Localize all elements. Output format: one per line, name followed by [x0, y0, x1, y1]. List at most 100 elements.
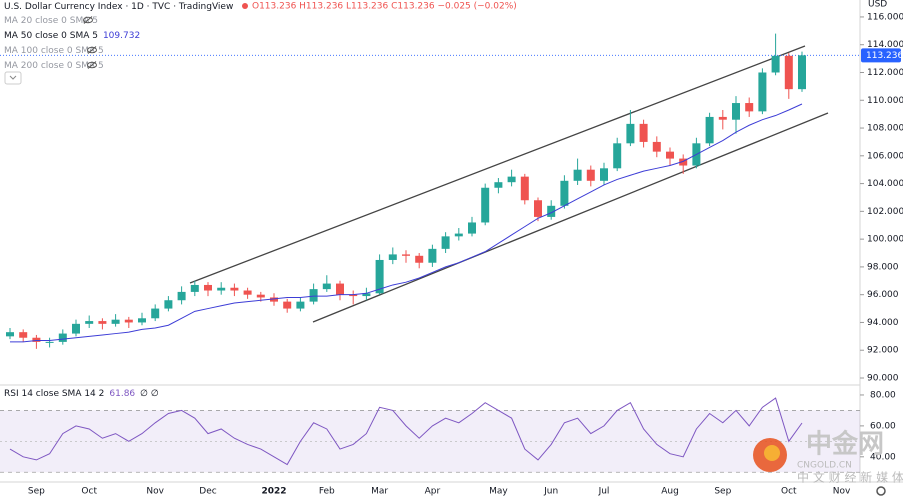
- candle-body: [428, 248, 437, 263]
- candle-body: [732, 103, 740, 120]
- candle-body: [32, 337, 41, 342]
- candle-body: [243, 290, 252, 295]
- chart-title: U.S. Dollar Currency Index · 1D · TVC · …: [4, 2, 233, 12]
- candle-body: [217, 287, 226, 291]
- settings-icon[interactable]: [876, 486, 886, 496]
- ma-legend: MA 100 close 0 SMA 5: [4, 46, 104, 56]
- visibility-icon[interactable]: [83, 16, 93, 24]
- candle-body: [547, 205, 556, 217]
- ma-legend-value: 109.732: [103, 31, 140, 41]
- candle-body: [98, 321, 107, 324]
- candle-body: [507, 176, 516, 183]
- x-tick-label: Jun: [543, 487, 558, 497]
- x-tick-label: 2022: [261, 487, 286, 497]
- currency-label: USD: [868, 0, 887, 10]
- candle-body: [441, 236, 450, 249]
- x-tick-label: Sep: [714, 487, 731, 497]
- collapse-button[interactable]: [4, 71, 22, 85]
- candle-body: [613, 143, 622, 169]
- y-tick-label: 96.000: [867, 290, 899, 300]
- candle-body: [388, 254, 397, 260]
- x-tick-label: Apr: [425, 487, 441, 497]
- candle-body: [705, 116, 714, 144]
- candle-body: [784, 55, 793, 90]
- y-tick-label: 90.000: [867, 374, 899, 384]
- candle-body: [230, 287, 239, 291]
- line-series: [9, 397, 803, 466]
- candle-body: [745, 103, 754, 112]
- ohlc-legend: O113.236 H113.236 L113.236 C113.236 −0.0…: [252, 2, 517, 12]
- candle-body: [190, 284, 199, 292]
- x-tick-label: Oct: [781, 487, 797, 497]
- candle-body: [679, 158, 688, 166]
- visibility-icon[interactable]: [87, 46, 97, 54]
- candle-body: [151, 308, 160, 319]
- rsi-legend-value: 61.86: [109, 389, 135, 399]
- candle-body: [45, 341, 54, 343]
- trend-line: [189, 45, 806, 284]
- ma-legend: MA 50 close 0 SMA 5 109.732: [4, 31, 140, 41]
- ma-legend: MA 200 close 0 SMA 5: [4, 61, 104, 71]
- candle-body: [270, 297, 278, 302]
- candle-body: [652, 141, 661, 152]
- status-dot: [242, 3, 248, 9]
- line-series: [10, 103, 803, 343]
- candle-body: [600, 168, 608, 181]
- candle-body: [718, 116, 727, 120]
- candle-body: [375, 259, 384, 294]
- candle-body: [322, 283, 331, 290]
- y-tick-label: 104.000: [867, 179, 903, 189]
- y-tick-label: 110.000: [867, 96, 903, 106]
- x-tick-label: Nov: [146, 487, 164, 497]
- candle-body: [771, 55, 780, 73]
- candle-body: [204, 284, 212, 291]
- candle-body: [296, 301, 305, 309]
- candle-body: [19, 332, 28, 338]
- visibility-slash: [87, 61, 97, 69]
- x-tick-label: Dec: [199, 487, 216, 497]
- ma-legend-text: MA 100 close 0 SMA 5: [4, 46, 104, 56]
- candle-body: [309, 289, 318, 302]
- candle-body: [573, 169, 582, 181]
- candle-body: [494, 182, 503, 188]
- rsi-tick-label: 40.00: [870, 452, 896, 462]
- candle-body: [639, 123, 648, 142]
- candle-body: [349, 294, 358, 297]
- candle-body: [415, 255, 424, 263]
- x-tick-label: Aug: [661, 487, 679, 497]
- x-tick-label: Feb: [319, 487, 335, 497]
- candle-body: [124, 319, 133, 323]
- y-tick-label: 112.000: [867, 68, 903, 78]
- candle-body: [534, 200, 542, 217]
- candle-body: [468, 222, 476, 234]
- x-tick-label: May: [489, 487, 508, 497]
- visibility-icon[interactable]: [87, 61, 97, 69]
- candle-body: [138, 318, 146, 323]
- candle-body: [362, 293, 371, 297]
- candle-body: [454, 233, 463, 237]
- candle-body: [758, 72, 767, 112]
- watermark-slogan: 中 文 财 经 新 媒 体: [797, 470, 903, 485]
- x-tick-label: Jul: [598, 487, 610, 497]
- watermark-name: 中金网: [806, 429, 884, 460]
- candle-body: [626, 123, 635, 144]
- candle-body: [72, 323, 80, 334]
- x-tick-label: Nov: [833, 487, 851, 497]
- candle-body: [177, 291, 186, 301]
- x-tick-label: Mar: [371, 487, 388, 497]
- rsi-legend: RSI 14 close SMA 14 2 61.86 ∅ ∅: [4, 389, 159, 399]
- ma-legend: MA 20 close 0 SMA 5: [4, 16, 98, 26]
- ma-legend-text: MA 50 close 0 SMA 5: [4, 31, 98, 41]
- candle-body: [6, 332, 14, 337]
- ma-legend-text: MA 200 close 0 SMA 5: [4, 61, 104, 71]
- candle-body: [58, 333, 67, 342]
- candle-body: [111, 319, 120, 324]
- candle-body: [402, 254, 410, 256]
- y-tick-label: 114.000: [867, 40, 903, 50]
- y-tick-label: 106.000: [867, 151, 903, 161]
- trend-line: [312, 112, 829, 323]
- candle-body: [256, 294, 265, 298]
- candle-body: [666, 151, 674, 159]
- chart-title-text: U.S. Dollar Currency Index · 1D · TVC · …: [4, 2, 233, 12]
